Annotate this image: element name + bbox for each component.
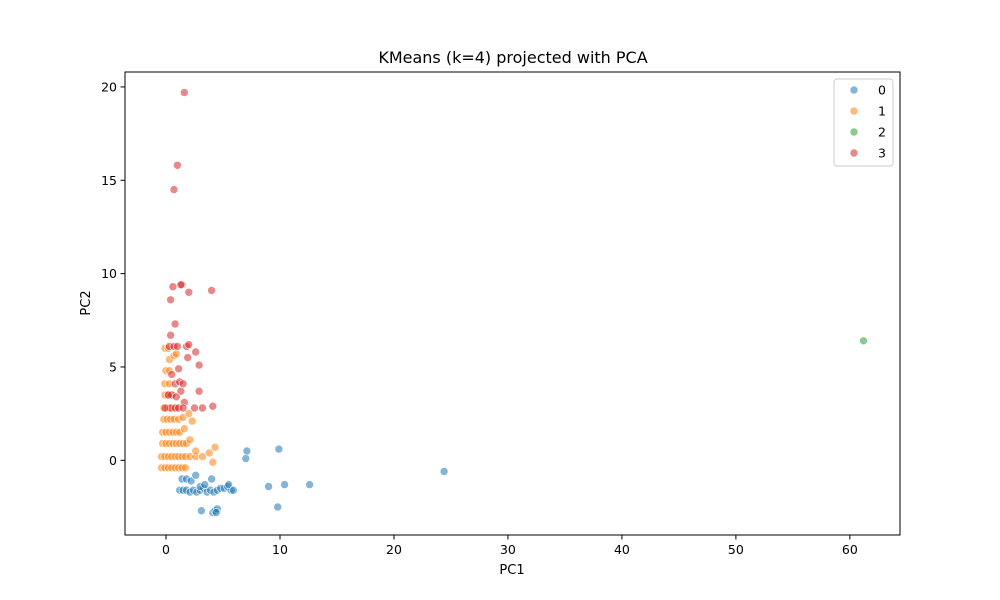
plot-frame [124, 71, 901, 536]
legend: 0 1 2 3 [833, 78, 894, 167]
data-point-cluster-3 [166, 330, 175, 340]
data-point-cluster-3 [172, 392, 181, 402]
x-axis: 0 10 20 30 40 50 60 [162, 535, 858, 557]
data-point-cluster-0 [224, 480, 233, 489]
data-point-cluster-0 [274, 444, 284, 454]
data-point-cluster-0 [241, 454, 251, 463]
data-point-cluster-3 [178, 379, 188, 389]
legend-marker-1 [849, 106, 859, 116]
data-point-cluster-3 [169, 185, 179, 194]
data-point-cluster-0 [229, 485, 238, 495]
x-tick-label: 40 [614, 542, 630, 557]
legend-marker-3 [849, 148, 859, 158]
data-point-cluster-3 [183, 353, 192, 362]
data-point-cluster-3 [176, 386, 186, 396]
legend-label-2: 2 [878, 125, 886, 140]
y-tick-label: 10 [101, 266, 117, 281]
data-point-cluster-3 [174, 364, 183, 374]
y-axis-label: PC2 [79, 290, 94, 315]
data-point-cluster-3 [178, 403, 188, 413]
data-point-cluster-0 [207, 474, 216, 484]
data-point-cluster-3 [207, 286, 216, 295]
data-point-cluster-1 [208, 457, 218, 467]
data-point-cluster-3 [208, 401, 218, 411]
data-point-cluster-0 [264, 482, 273, 491]
data-point-cluster-3 [180, 88, 189, 97]
data-point-cluster-0 [273, 502, 283, 512]
x-tick-label: 50 [728, 542, 744, 557]
legend-box [833, 78, 894, 167]
data-point-cluster-3 [170, 319, 180, 329]
data-point-cluster-0 [197, 506, 206, 516]
data-point-cluster-0 [439, 467, 449, 476]
x-tick-label: 60 [842, 542, 858, 557]
data-point-cluster-1 [198, 452, 207, 461]
data-point-cluster-1 [180, 424, 189, 433]
x-tick-label: 30 [500, 542, 516, 557]
x-tick-label: 10 [272, 542, 288, 557]
x-tick-label: 0 [162, 542, 170, 557]
data-point-cluster-2 [859, 336, 868, 346]
data-point-cluster-0 [305, 480, 314, 489]
data-point-cluster-0 [211, 508, 221, 517]
data-point-cluster-1 [184, 409, 194, 418]
legend-label-3: 3 [878, 146, 886, 161]
legend-marker-0 [849, 85, 859, 95]
data-point-cluster-3 [184, 287, 194, 297]
data-point-cluster-1 [191, 446, 200, 456]
data-point-cluster-1 [181, 463, 190, 473]
chart-title: KMeans (k=4) projected with PCA [378, 48, 647, 67]
y-tick-label: 15 [101, 173, 117, 188]
x-tick-label: 20 [386, 542, 402, 557]
data-point-cluster-3 [173, 342, 182, 351]
data-point-cluster-3 [194, 360, 204, 370]
data-point-cluster-0 [280, 480, 289, 489]
points-layer [157, 88, 868, 517]
legend-marker-2 [849, 127, 859, 137]
data-point-cluster-3 [184, 340, 194, 349]
y-tick-label: 0 [109, 453, 117, 468]
data-point-cluster-0 [242, 446, 252, 456]
data-point-cluster-3 [190, 403, 199, 413]
y-tick-label: 20 [101, 79, 117, 94]
data-point-cluster-1 [185, 435, 195, 445]
data-point-cluster-3 [198, 403, 207, 413]
y-axis: 0 5 10 15 20 [101, 79, 125, 468]
data-point-cluster-3 [173, 161, 182, 170]
data-point-cluster-0 [186, 476, 196, 486]
data-point-cluster-3 [194, 386, 204, 396]
y-tick-label: 5 [109, 359, 117, 374]
data-point-cluster-3 [167, 370, 176, 379]
data-point-cluster-1 [210, 442, 220, 452]
data-point-cluster-3 [164, 390, 173, 400]
data-point-cluster-0 [191, 470, 200, 480]
data-point-cluster-1 [172, 349, 181, 359]
legend-label-1: 1 [878, 104, 886, 119]
data-point-cluster-0 [200, 480, 210, 489]
data-point-cluster-3 [168, 282, 178, 292]
x-axis-label: PC1 [499, 563, 524, 578]
data-point-cluster-1 [187, 416, 197, 426]
legend-label-0: 0 [878, 83, 886, 98]
data-point-cluster-1 [205, 448, 214, 458]
data-point-cluster-3 [191, 347, 200, 357]
data-point-cluster-3 [166, 295, 175, 305]
data-point-cluster-3 [160, 403, 170, 413]
data-point-cluster-3 [176, 280, 186, 290]
